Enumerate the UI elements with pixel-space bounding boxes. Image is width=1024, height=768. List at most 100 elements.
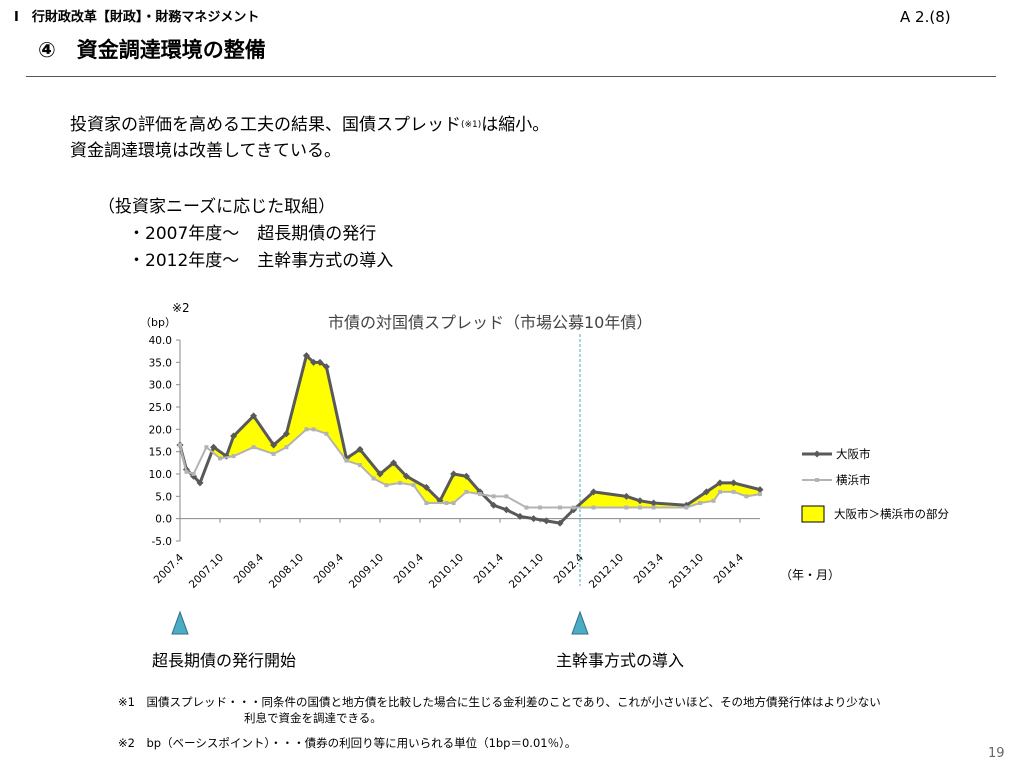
initiative-text: 主幹事方式の導入 [257,251,394,271]
y-tick-label: 25.0 [149,402,172,414]
data-point [702,488,710,496]
initiative-item: ・2012年度～ 主幹事方式の導入 [128,246,393,271]
data-point [478,492,482,497]
data-point [718,489,722,494]
highlight-area [212,355,485,504]
y-tick-label: 35.0 [149,357,172,369]
data-point [204,445,209,450]
legend-swatch [801,505,825,523]
x-axis-label: （年・月） [780,568,840,582]
event-marker-triangle [571,610,589,635]
x-tick-label: 2007.4 [152,551,187,586]
data-point [571,505,576,510]
data-point [558,505,562,510]
data-point [302,352,310,360]
data-point [210,443,218,451]
x-tick-label: 2010.4 [392,551,427,586]
legend-marker [813,450,821,458]
data-point [538,505,542,510]
data-point [624,505,629,510]
page-reference: A 2.(8) [900,8,951,26]
y-tick-label: 5.0 [155,491,172,503]
data-point [638,505,642,510]
data-point [402,472,410,480]
data-point [284,445,289,450]
x-tick-label: 2007.10 [187,552,226,591]
x-tick-label: 2013.4 [632,551,667,586]
lead-text-b: は縮小。 [481,115,550,135]
data-point [251,445,256,450]
data-point [282,430,290,438]
data-point [490,501,498,509]
lead-text-a: 投資家の評価を高める工夫の結果、国債スプレッド [70,115,461,135]
data-point [730,479,738,487]
data-point [622,492,630,500]
x-tick-label: 2011.4 [472,551,507,586]
data-point [698,501,702,506]
data-point [556,519,564,527]
data-point [516,512,524,520]
legend-label: 大阪市＞横浜市の部分 [834,507,949,521]
data-point [444,501,449,506]
data-point [684,505,689,510]
data-point [311,427,316,432]
x-tick-label: 2014.4 [712,551,747,586]
highlight-area [576,482,760,508]
y-tick-label: 20.0 [149,424,172,436]
data-point [650,499,658,507]
data-point [542,517,550,525]
y-tick-label: 15.0 [149,447,172,459]
initiative-text: 超長期債の発行 [257,224,377,244]
data-point [230,432,238,440]
chart-title: 市債の対国債スプレッド（市場公募10年債） [328,313,652,332]
data-point [271,451,276,456]
footnote-1-continued: 利息で資金を調達できる。 [244,711,382,725]
y-axis-label-note: ※2 [172,301,190,315]
data-point [451,501,456,506]
data-point [464,489,469,494]
y-tick-label: -5.0 [152,536,173,548]
data-point [502,506,510,514]
data-point [591,505,596,510]
data-point [356,445,364,453]
data-point [711,498,716,503]
data-point [358,463,362,468]
data-point [758,492,762,497]
legend-marker [815,478,819,482]
marker-label-lead-manager: 主幹事方式の導入 [556,651,685,670]
data-point [651,505,656,510]
data-point [191,472,196,476]
data-point [756,486,764,494]
footnote-2: ※2 bp（ベーシスポイント）・・・債券の利回り等に用いられる単位（1bp＝0.… [118,736,577,750]
y-tick-label: 40.0 [149,335,172,347]
data-point [716,479,724,487]
x-tick-label: 2010.10 [427,552,466,591]
legend-label: 横浜市 [836,473,871,487]
data-point [390,459,398,467]
y-axis-label: （bp） [140,316,176,329]
title-divider [26,76,996,77]
data-point [636,497,644,505]
data-point [524,505,529,510]
data-point [530,515,538,523]
y-tick-label: 10.0 [149,469,172,481]
x-tick-label: 2008.4 [232,551,267,586]
x-tick-label: 2009.4 [312,551,347,586]
data-point [411,483,416,488]
spread-chart: 市債の対国債スプレッド（市場公募10年債） （bp）※2 40.0 35.0 30.0 2… [140,301,949,635]
data-point [270,441,278,449]
data-point [504,494,509,499]
data-point [422,483,430,491]
data-point [316,358,324,366]
y-tick-label: 30.0 [149,380,172,392]
series-line-osaka [178,354,761,525]
series-line-yokohama [179,428,761,509]
section-heading: Ⅰ 行財政改革【財政】・財務マネジメント [14,10,260,25]
lead-line-1: 投資家の評価を高める工夫の結果、国債スプレッド(※1)は縮小。 [70,110,549,135]
x-tick-label: 2008.10 [267,552,306,591]
y-tick-label: 0.0 [155,514,172,526]
lead-footnote-ref: (※1) [461,120,482,130]
marker-label-long-term-bond: 超長期債の発行開始 [152,651,297,670]
data-point [310,358,318,366]
data-point [218,456,222,461]
